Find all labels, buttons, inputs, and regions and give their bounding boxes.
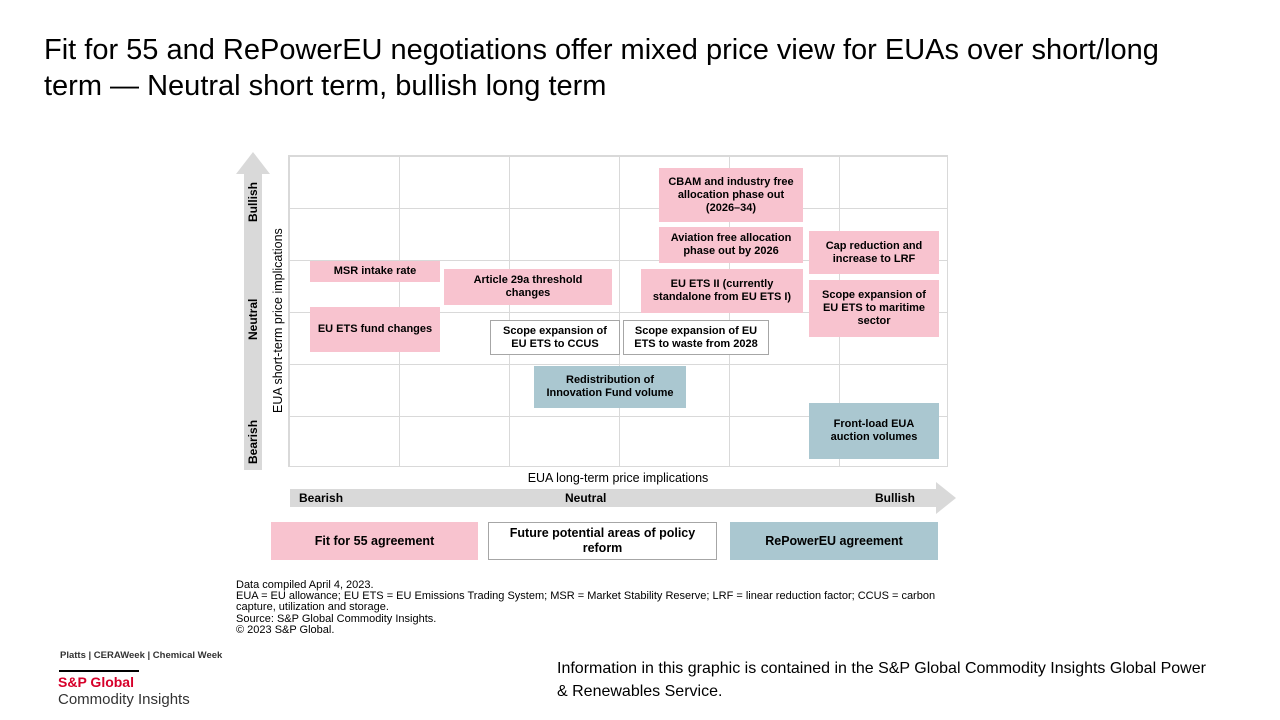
- logo-commodity-insights: Commodity Insights: [58, 691, 190, 708]
- item-ets-ii: EU ETS II (currently standalone from EU …: [641, 269, 803, 313]
- item-cbam: CBAM and industry free allocation phase …: [659, 168, 803, 222]
- info-note: Information in this graphic is contained…: [557, 660, 1206, 700]
- logo-sp-global: S&P Global: [58, 674, 134, 690]
- legend-repowereu: RePowerEU agreement: [730, 522, 938, 560]
- item-scope-ccus: Scope expansion of EU ETS to CCUS: [490, 320, 620, 355]
- item-article-29a: Article 29a threshold changes: [444, 269, 612, 305]
- y-neutral-label: Neutral: [246, 298, 260, 340]
- item-aviation: Aviation free allocation phase out by 20…: [659, 227, 803, 263]
- footnote-abbrev: EUA = EU allowance; EU ETS = EU Emission…: [236, 590, 936, 613]
- x-axis-label: EUA long-term price implications: [527, 471, 709, 485]
- brand-list: Platts | CERAWeek | Chemical Week: [60, 650, 223, 661]
- legend-fit-for-55: Fit for 55 agreement: [271, 522, 478, 560]
- y-bearish-label: Bearish: [246, 419, 260, 464]
- legend-future: Future potential areas of policy reform: [488, 522, 717, 560]
- item-innovation-fund: Redistribution of Innovation Fund volume: [534, 366, 686, 408]
- logo-rule: [59, 670, 139, 672]
- footnote-date: Data compiled April 4, 2023.: [236, 579, 374, 591]
- y-axis-arrow: [236, 152, 270, 470]
- footnotes: Data compiled April 4, 2023. EUA = EU al…: [236, 580, 956, 636]
- x-neutral-label: Neutral: [565, 491, 607, 505]
- x-bullish-label: Bullish: [875, 491, 916, 505]
- x-axis-arrow: [290, 482, 956, 514]
- item-msr-intake: MSR intake rate: [310, 261, 440, 282]
- item-scope-maritime: Scope expansion of EU ETS to maritime se…: [809, 280, 939, 337]
- item-front-load: Front-load EUA auction volumes: [809, 403, 939, 459]
- page-title: Fit for 55 and RePowerEU negotiations of…: [44, 34, 1159, 102]
- item-cap-reduction: Cap reduction and increase to LRF: [809, 231, 939, 274]
- x-bearish-label: Bearish: [299, 491, 344, 505]
- footnote-source: Source: S&P Global Commodity Insights.: [236, 613, 437, 625]
- item-ets-fund: EU ETS fund changes: [310, 307, 440, 352]
- y-axis-label: EUA short-term price implications: [271, 228, 285, 413]
- item-scope-waste: Scope expansion of EU ETS to waste from …: [623, 320, 769, 355]
- footnote-copyright: © 2023 S&P Global.: [236, 624, 335, 636]
- y-bullish-label: Bullish: [246, 181, 260, 222]
